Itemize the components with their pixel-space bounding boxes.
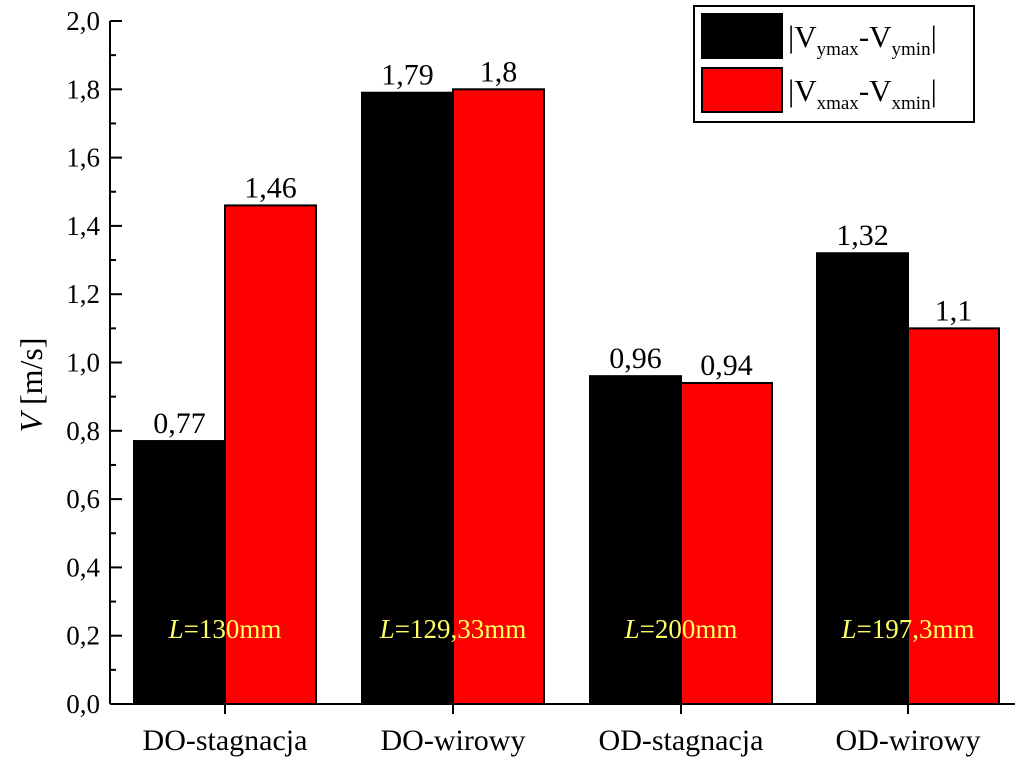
category-label: OD-wirowy	[836, 724, 981, 757]
value-label: 0,77	[153, 407, 206, 440]
length-annotation: L=200mm	[624, 614, 738, 644]
bar-y-3	[589, 375, 682, 705]
bar-x-1	[224, 204, 317, 705]
length-annotations: L=130mm L=129,33mm L=200mm L=197,3mm	[168, 614, 975, 644]
y-axis-label: V [m/s]	[13, 337, 49, 432]
bar-y-1	[133, 440, 226, 705]
bar-y-2	[361, 91, 454, 705]
y-tick-label: 1,0	[66, 348, 100, 378]
value-label: 1,8	[480, 55, 518, 88]
value-label: 1,1	[935, 294, 973, 327]
length-annotation: L=129,33mm	[379, 614, 527, 644]
y-tick-label: 0,0	[66, 689, 100, 719]
value-labels: 0,77 1,46 1,79 1,8 0,96 0,94 1,32 1,1	[153, 55, 972, 440]
bar-x-4	[907, 327, 1000, 705]
category-label: DO-wirowy	[381, 724, 526, 757]
y-axis-unit: [m/s]	[13, 337, 49, 413]
bar-x-2	[452, 88, 545, 706]
y-tick-label: 0,4	[66, 552, 100, 582]
legend: |Vymax-Vymin| |Vxmax-Vxmin|	[693, 5, 975, 123]
y-tick-label: 0,6	[66, 484, 100, 514]
legend-label: |Vxmax-Vxmin|	[788, 73, 937, 114]
y-tick-label: 2,0	[66, 6, 100, 36]
y-tick-label: 1,8	[66, 74, 100, 104]
category-label: OD-stagnacja	[599, 724, 764, 757]
value-label: 1,79	[381, 59, 434, 92]
y-tick-label: 1,6	[66, 143, 100, 173]
value-label: 1,46	[244, 171, 297, 204]
legend-label: |Vymax-Vymin|	[788, 19, 937, 60]
axes: DO-stagnacja DO-wirowy OD-stagnacja OD-wiro…	[66, 6, 1015, 757]
value-label: 0,96	[609, 342, 662, 375]
value-label: 1,32	[836, 219, 889, 252]
category-label: DO-stagnacja	[143, 724, 308, 757]
y-axis-symbol: V	[13, 410, 49, 433]
y-tick-label: 0,2	[66, 621, 100, 651]
value-label: 0,94	[700, 349, 753, 382]
bar-x-3	[680, 381, 773, 705]
y-tick-label: 1,2	[66, 279, 100, 309]
legend-swatch	[701, 13, 783, 59]
legend-swatch	[701, 67, 783, 113]
y-tick-label: 1,4	[66, 211, 100, 241]
length-annotation: L=197,3mm	[840, 614, 974, 644]
y-tick-label: 0,8	[66, 416, 100, 446]
length-annotation: L=130mm	[168, 614, 282, 644]
bars	[133, 88, 1000, 706]
